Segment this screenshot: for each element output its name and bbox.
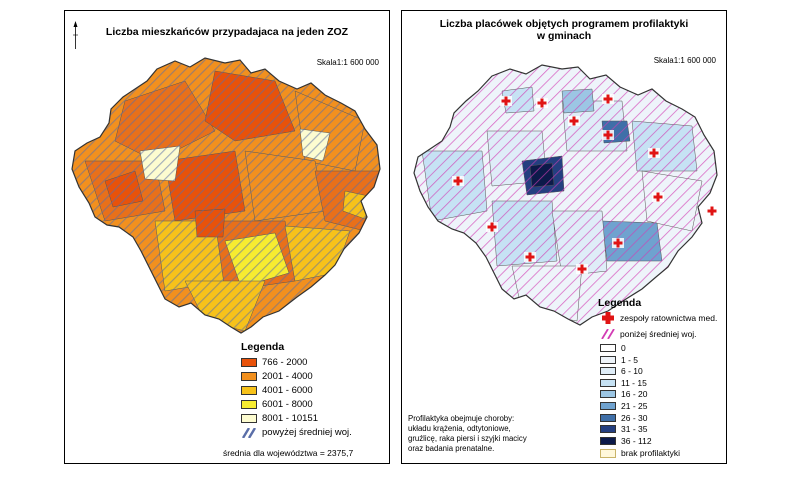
left-legend-item: 2001 - 4000 — [241, 371, 313, 382]
voivodeship-average: średnia dla województwa = 2375,7 — [223, 448, 354, 458]
rescue-team-markers — [452, 94, 718, 274]
residents-per-zoz-map-panel: Liczba mieszkańców przypadajaca na jeden… — [64, 10, 390, 464]
legend-swatch — [600, 425, 616, 434]
right-legend-item: 11 - 15 — [600, 378, 647, 388]
left-map-scale: Skala1:1 600 000 — [316, 58, 379, 67]
rescue-team-cross-icon — [706, 206, 718, 216]
rescue-team-cross-icon — [452, 176, 464, 186]
voivodeship-border-right — [413, 64, 718, 326]
rescue-team-cross-icon — [602, 130, 614, 140]
rescue-team-cross-icon — [648, 148, 660, 158]
right-map-scale: Skala1:1 600 000 — [653, 56, 716, 65]
hatch-below-average-icon — [601, 329, 615, 339]
rescue-team-cross-icon — [568, 116, 580, 126]
legend-swatch — [241, 400, 257, 409]
red-cross-icon — [602, 312, 614, 324]
left-legend-item: 6001 - 8000 — [241, 399, 313, 410]
legend-swatch — [600, 402, 616, 410]
right-legend-hatch-row: poniżej średniej woj. — [600, 329, 697, 339]
right-legend-item: 26 - 30 — [600, 413, 647, 423]
rescue-team-cross-icon — [602, 94, 614, 104]
rescue-team-cross-icon — [524, 252, 536, 262]
right-legend-no-prevention-row: brak profilaktyki — [600, 448, 680, 458]
legend-swatch — [600, 378, 616, 387]
right-legend-item: 31 - 35 — [600, 424, 647, 434]
north-arrow-icon — [73, 21, 78, 49]
right-legend-item: 1 - 5 — [600, 355, 638, 365]
right-legend-item: 21 - 25 — [600, 401, 647, 411]
legend-swatch — [241, 372, 257, 381]
rescue-team-cross-icon — [652, 192, 664, 202]
legend-swatch — [600, 367, 616, 376]
right-legend-title: Legenda — [598, 297, 642, 309]
right-legend-item: 0 — [600, 343, 626, 353]
left-map-title: Liczba mieszkańców przypadajaca na jeden… — [105, 26, 349, 38]
prevention-scope-note: Profilaktyka obejmuje choroby: układu kr… — [408, 414, 527, 453]
legend-swatch — [241, 414, 257, 423]
right-legend-item: 36 - 112 — [600, 436, 652, 446]
legend-swatch — [600, 390, 616, 399]
right-legend-rescue-row: zespoły ratownictwa med. — [600, 312, 717, 324]
left-legend-hatch-row: powyżej średniej woj. — [241, 427, 352, 438]
voivodeship-border-left — [71, 57, 381, 334]
left-legend-title: Legenda — [241, 341, 285, 353]
left-legend-item: 4001 - 6000 — [241, 385, 313, 396]
right-municipality-map — [413, 64, 718, 326]
legend-swatch — [600, 413, 616, 422]
rescue-team-cross-icon — [576, 264, 588, 274]
rescue-team-cross-icon — [612, 238, 624, 248]
rescue-team-cross-icon — [486, 222, 498, 232]
left-legend-item: 8001 - 10151 — [241, 413, 318, 424]
legend-swatch — [241, 386, 257, 395]
legend-swatch — [600, 355, 616, 364]
rescue-team-cross-icon — [536, 98, 548, 108]
left-municipality-map — [71, 57, 381, 334]
hatch-above-average-icon — [241, 427, 257, 438]
right-legend-item: 6 - 10 — [600, 366, 643, 376]
left-legend-item: 766 - 2000 — [241, 357, 307, 368]
prevention-facilities-map-panel: Liczba placówek objętych programem profi… — [401, 10, 727, 464]
right-legend-item: 16 - 20 — [600, 389, 647, 399]
rescue-team-cross-icon — [500, 96, 512, 106]
no-prevention-swatch — [600, 448, 616, 458]
legend-swatch — [241, 358, 257, 367]
legend-swatch — [600, 436, 616, 445]
legend-swatch — [600, 344, 616, 352]
right-map-title: Liczba placówek objętych programem profi… — [439, 18, 689, 42]
